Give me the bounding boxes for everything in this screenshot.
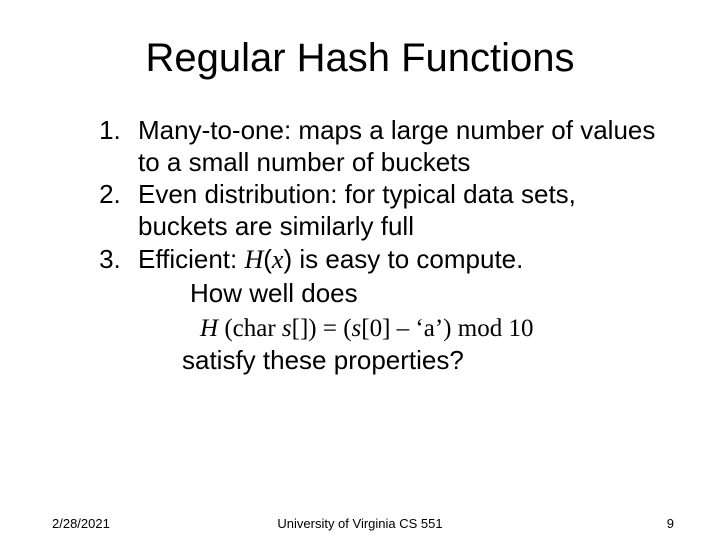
formula-close-paren: ) [283, 244, 292, 274]
footer-page-number: 9 [667, 516, 674, 531]
formula-s2: s [352, 315, 362, 342]
list-item: Even distribution: for typical data sets… [128, 179, 670, 242]
formula-s: s [282, 315, 292, 342]
slide-title: Regular Hash Functions [50, 36, 670, 81]
formula-brackets: []) = ( [292, 315, 352, 342]
formula-x: x [272, 245, 284, 274]
formula-open: (char [218, 315, 282, 342]
footer-center: University of Virginia CS 551 [0, 516, 720, 531]
question-line-2: satisfy these properties? [182, 345, 670, 376]
formula-H: H [200, 315, 218, 342]
bullet-list: Many-to-one: maps a large number of valu… [50, 115, 670, 276]
formula-rest: [0] – ‘a’) mod 10 [361, 315, 533, 342]
question-line-1: How well does [190, 278, 670, 309]
formula-line: H (char s[]) = (s[0] – ‘a’) mod 10 [200, 315, 670, 343]
list-item-text: Many-to-one: maps a large number of valu… [138, 115, 655, 177]
formula-open-paren: ( [263, 244, 272, 274]
list-item: Efficient: H(x) is easy to compute. [128, 244, 670, 276]
list-item: Many-to-one: maps a large number of valu… [128, 115, 670, 178]
list-item-text: Even distribution: for typical data sets… [138, 179, 576, 241]
slide: Regular Hash Functions Many-to-one: maps… [0, 0, 720, 540]
list-item-text: Efficient: [138, 244, 244, 274]
formula-h: H [244, 245, 263, 274]
list-item-tail: is easy to compute. [292, 244, 523, 274]
